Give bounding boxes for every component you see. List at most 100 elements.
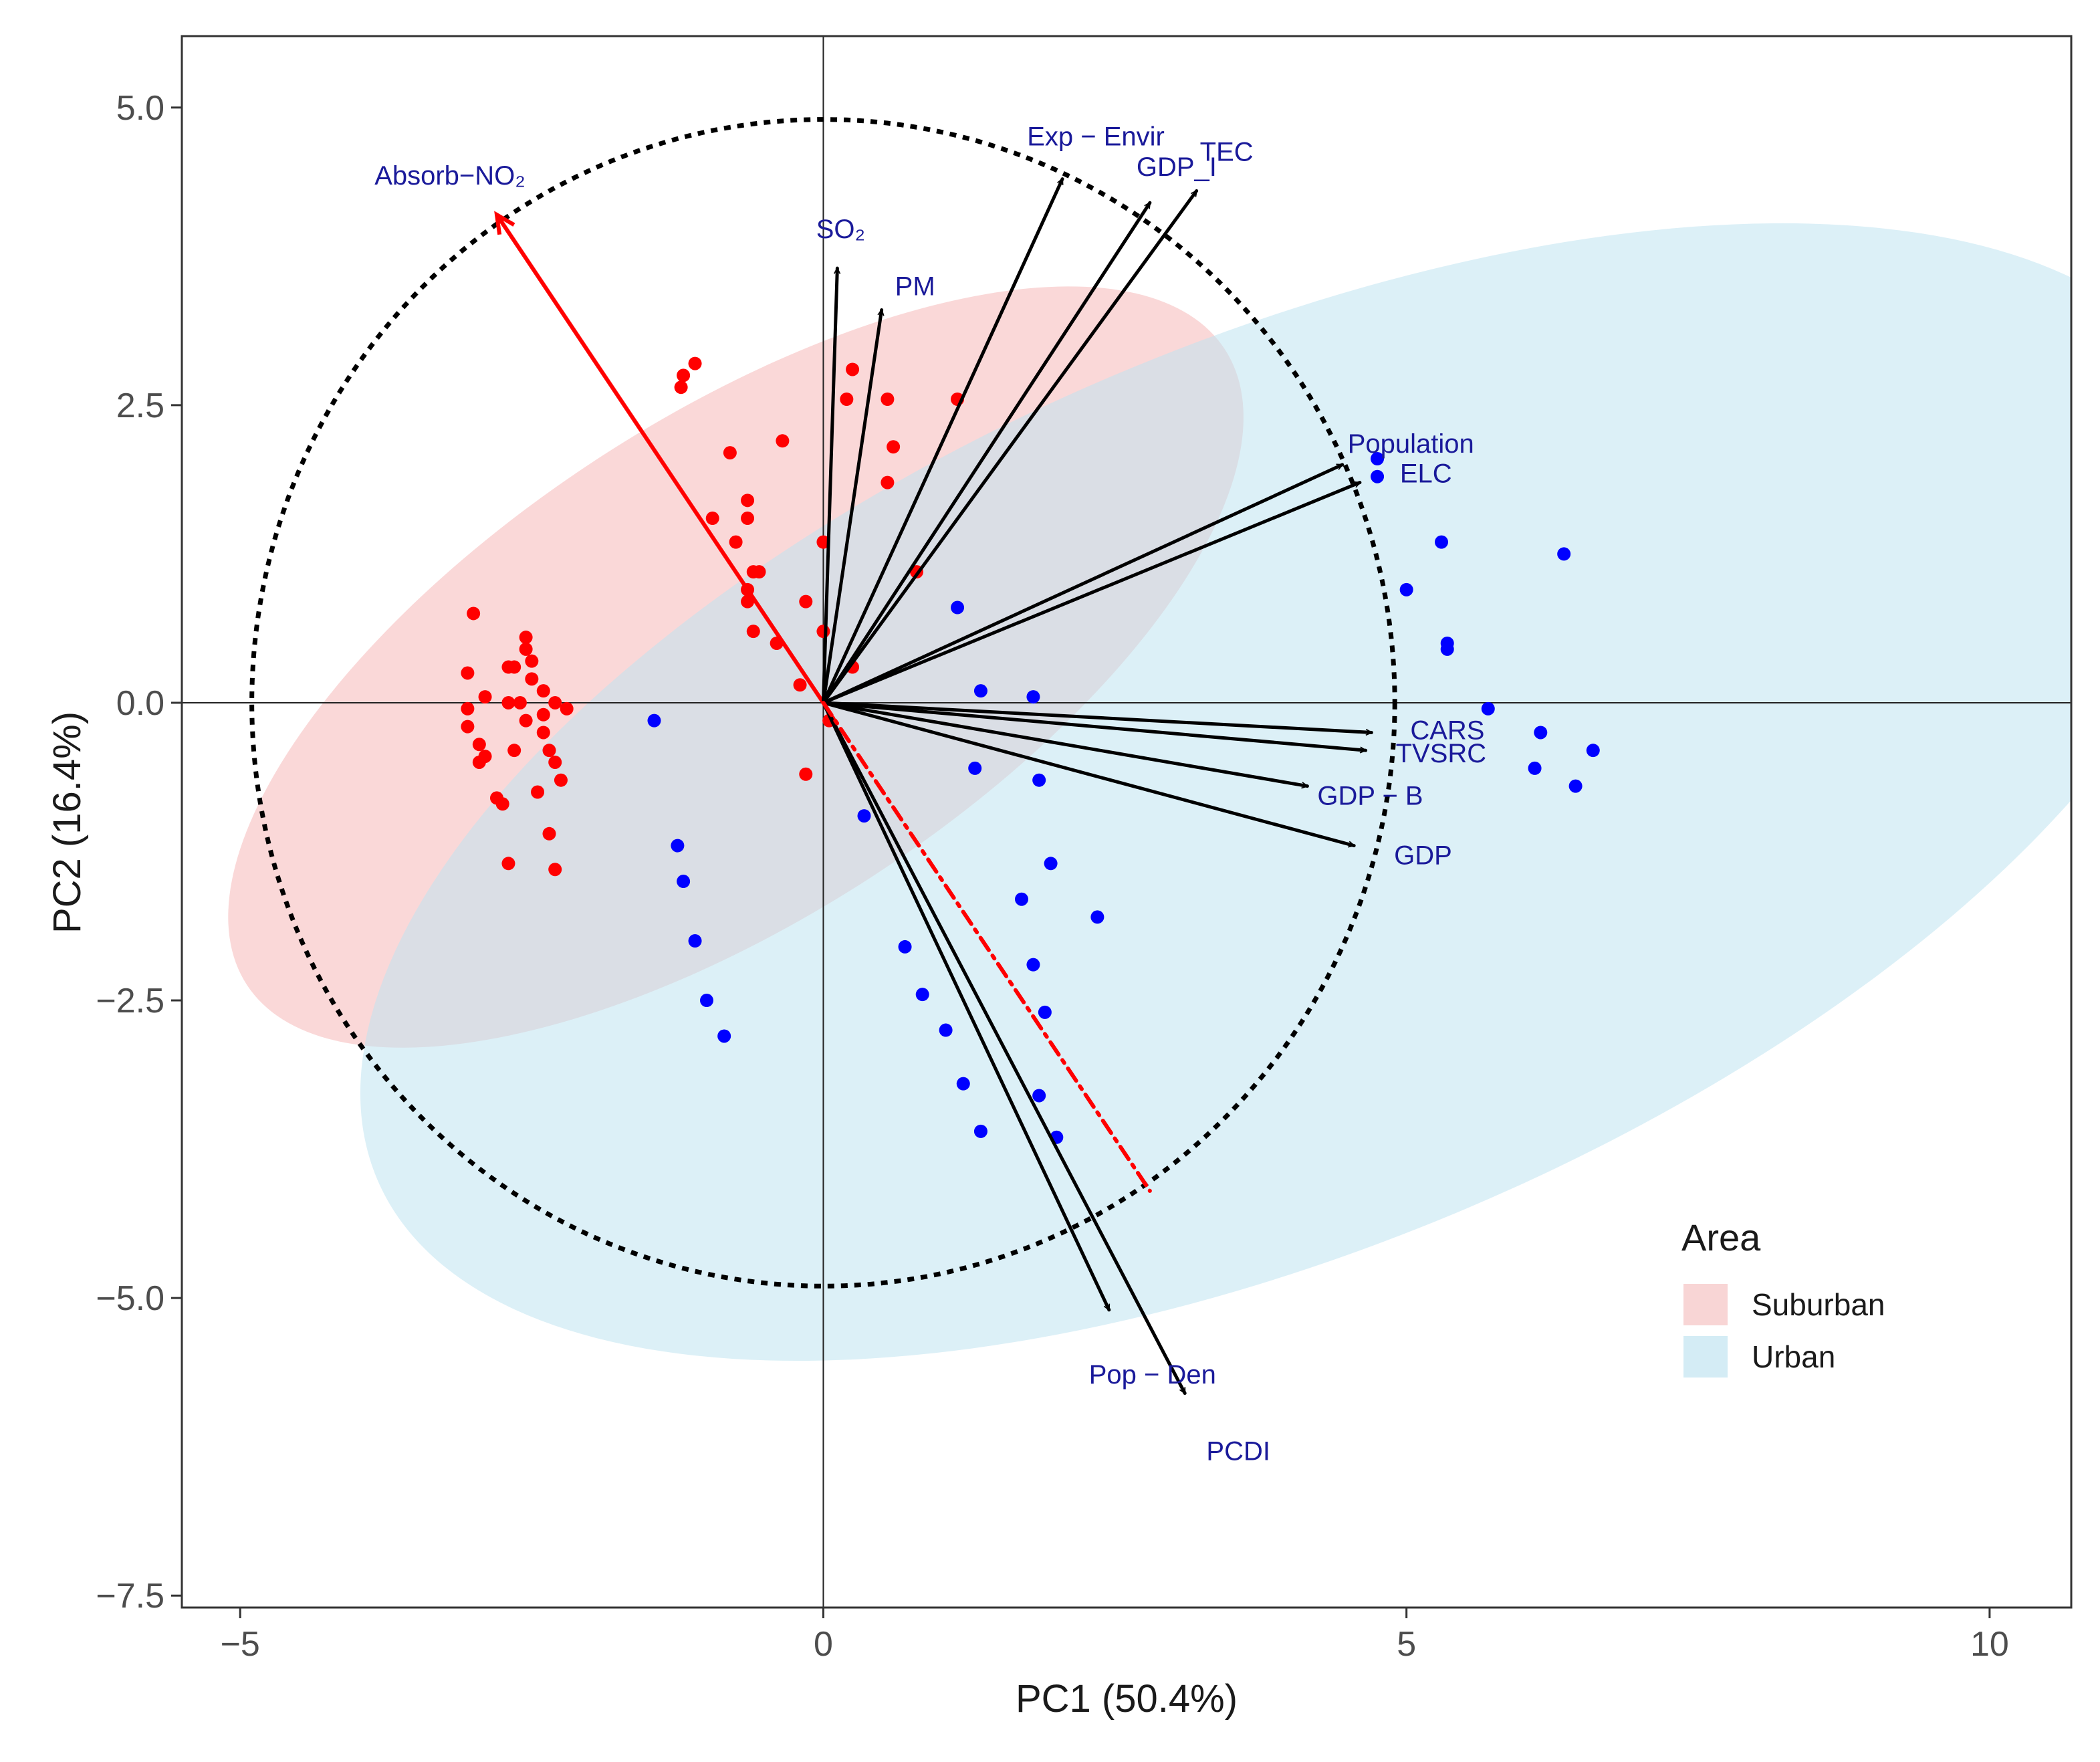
point-urban-31: [671, 839, 685, 853]
point-suburban-56: [542, 827, 556, 841]
vector-label-so: SO₂: [816, 215, 865, 244]
point-suburban-9: [887, 440, 901, 454]
point-urban-14: [1026, 690, 1040, 704]
point-suburban-14: [729, 535, 743, 549]
point-urban-22: [915, 988, 929, 1002]
point-urban-6: [1440, 642, 1454, 656]
point-urban-25: [939, 1023, 953, 1037]
point-urban-1: [1371, 469, 1385, 483]
point-suburban-41: [560, 701, 574, 715]
point-urban-19: [1090, 910, 1104, 924]
vector-label-gdp-i: GDP_I: [1137, 152, 1217, 182]
point-urban-26: [956, 1077, 970, 1091]
point-urban-30: [647, 713, 661, 728]
point-urban-13: [973, 684, 987, 698]
point-suburban-13: [705, 512, 719, 526]
point-suburban-4: [881, 392, 895, 406]
point-suburban-32: [507, 660, 521, 674]
point-suburban-34: [525, 672, 539, 686]
point-urban-12: [951, 600, 965, 615]
y-axis-title: PC2 (16.4%): [45, 711, 89, 933]
point-suburban-20: [741, 594, 755, 609]
correlation-circle-layer: [249, 117, 1397, 1289]
vector-tvsrc: [821, 701, 1368, 750]
point-suburban-53: [531, 785, 545, 799]
y-tick-label-3: −2.5: [96, 982, 164, 1020]
vector-pcdi: [821, 701, 1187, 1396]
vector-pm: [821, 308, 881, 705]
vector-pop-den: [821, 701, 1111, 1312]
point-suburban-3: [846, 362, 860, 376]
y-axis: 5.0 2.5 0.0 −2.5 −5.0 −7.5: [96, 89, 182, 1616]
point-urban-21: [898, 940, 912, 954]
point-suburban-46: [472, 738, 486, 752]
point-urban-23: [1026, 958, 1040, 972]
legend-label-suburban: Suburban: [1752, 1287, 1885, 1322]
point-suburban-47: [507, 744, 521, 758]
vector-projection-14: [821, 700, 1152, 1193]
vector-label-elc: ELC: [1400, 459, 1452, 489]
x-tick-label-1: 0: [814, 1625, 833, 1664]
point-urban-10: [1528, 761, 1542, 775]
point-urban-15: [968, 761, 982, 775]
point-suburban-21: [799, 594, 813, 609]
point-suburban-12: [741, 512, 755, 526]
vector-label-pm: PM: [895, 271, 935, 301]
ellipse-urban: [360, 223, 2071, 1361]
point-suburban-42: [536, 707, 550, 722]
point-suburban-26: [793, 678, 807, 692]
y-tick-label-1: 2.5: [116, 387, 164, 425]
vector-label-tvsrc: TVSRC: [1396, 739, 1487, 768]
point-suburban-28: [519, 631, 533, 645]
point-urban-9: [1586, 744, 1600, 758]
point-urban-18: [1015, 892, 1028, 906]
point-urban-11: [1568, 779, 1583, 793]
legend-title: Area: [1681, 1216, 1761, 1258]
point-suburban-30: [525, 654, 539, 668]
point-suburban-60: [799, 767, 813, 781]
point-suburban-58: [548, 863, 562, 877]
x-tick-label-3: 10: [1970, 1625, 2009, 1664]
point-suburban-50: [472, 755, 486, 769]
point-suburban-35: [536, 684, 550, 698]
point-suburban-48: [542, 744, 556, 758]
point-suburban-7: [776, 434, 790, 448]
x-tick-label-2: 5: [1397, 1625, 1416, 1664]
point-suburban-57: [501, 857, 515, 871]
legend-swatch-urban: [1683, 1336, 1728, 1378]
reference-lines: [182, 36, 2071, 1608]
point-urban-17: [1044, 857, 1058, 871]
vector-absorb-no: [495, 213, 826, 705]
point-suburban-0: [677, 368, 691, 382]
point-suburban-8: [723, 446, 737, 460]
vector-label-population: Population: [1348, 429, 1474, 459]
point-urban-33: [688, 934, 702, 948]
vector-label-absorb-no: Absorb−NO₂: [374, 161, 526, 191]
y-tick-label-0: 5.0: [116, 89, 164, 128]
point-urban-2: [1435, 535, 1448, 549]
point-suburban-23: [816, 625, 830, 639]
point-suburban-29: [519, 642, 533, 656]
vector-elc: [821, 481, 1362, 705]
point-urban-20: [857, 809, 871, 823]
point-urban-28: [973, 1124, 987, 1138]
point-urban-32: [677, 875, 691, 889]
vector-gdp-i: [821, 201, 1152, 705]
point-urban-8: [1534, 726, 1548, 740]
correlation-circle: [249, 117, 1397, 1289]
point-urban-35: [717, 1029, 731, 1043]
x-axis: −5 0 5 10: [221, 1608, 2009, 1664]
point-suburban-27: [467, 607, 481, 621]
point-suburban-36: [478, 690, 492, 704]
vector-exp-envir: [821, 177, 1064, 705]
point-urban-3: [1557, 547, 1571, 561]
vector-label-tec: TEC: [1200, 137, 1254, 167]
vector-label-exp-envir: Exp − Envir: [1027, 122, 1165, 152]
loading-vectors: [494, 177, 1373, 1396]
point-urban-24: [1038, 1005, 1052, 1019]
point-suburban-10: [881, 475, 895, 489]
point-suburban-22: [746, 625, 760, 639]
point-urban-27: [1032, 1089, 1046, 1103]
point-suburban-15: [816, 535, 830, 549]
